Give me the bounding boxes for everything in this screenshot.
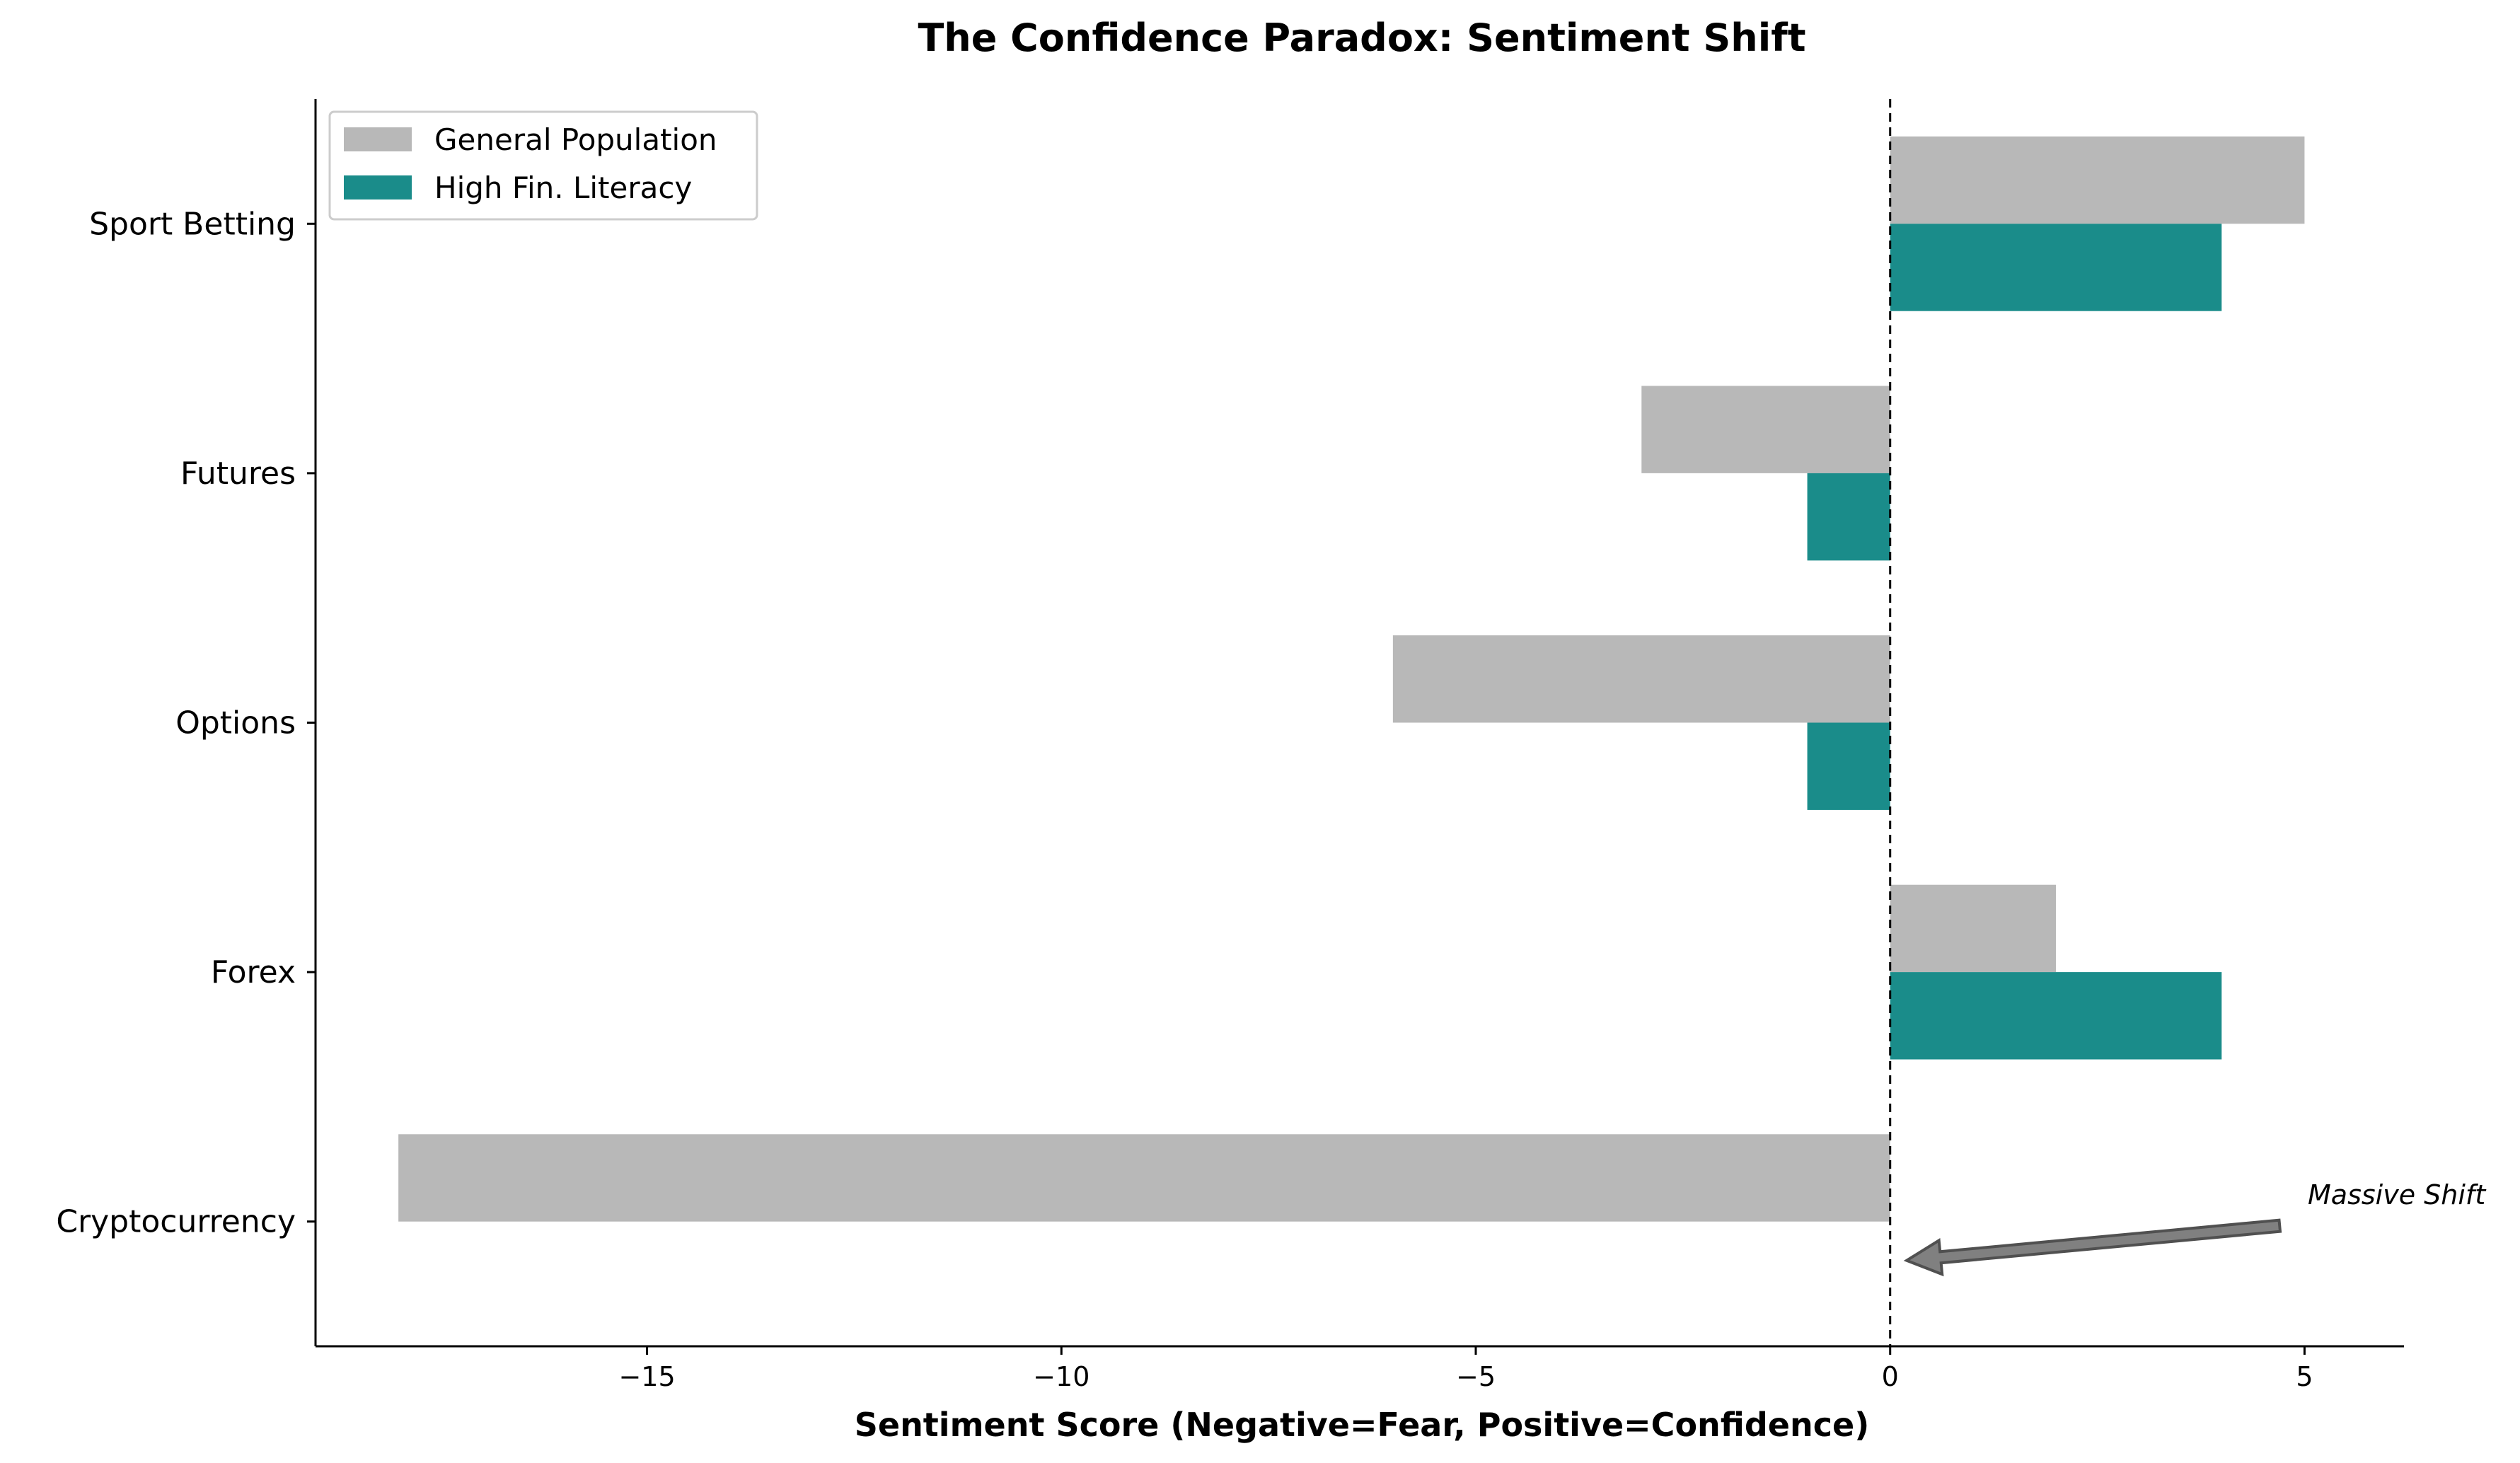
x-tick-label: −5	[1456, 1361, 1496, 1392]
legend-swatch-literacy	[344, 175, 412, 200]
x-axis-label: Sentiment Score (Negative=Fear, Positive…	[855, 1406, 1870, 1444]
y-ticks: Cryptocurrency Forex Options Futures Sport B…	[56, 206, 316, 1240]
annotation-arrow-shape	[1903, 1218, 2282, 1277]
legend: General Population High Fin. Literacy	[328, 110, 758, 221]
x-tick-label: 0	[1882, 1361, 1899, 1392]
legend-swatch-general	[344, 127, 412, 151]
bar-general-forex	[1890, 884, 2056, 973]
legend-label-general: General Population	[434, 122, 717, 157]
bar-general-sport-betting	[1890, 136, 2305, 224]
bar-literacy-futures	[1807, 473, 1890, 561]
y-tick-label: Forex	[211, 954, 296, 990]
annotation: Massive Shift	[1903, 1179, 2487, 1277]
y-tick-label: Sport Betting	[89, 206, 296, 242]
bar-general-futures	[1641, 386, 1890, 473]
bar-literacy-forex	[1890, 972, 2222, 1060]
y-tick-label: Options	[175, 705, 296, 741]
x-tick-label: −10	[1033, 1361, 1090, 1392]
x-tick-label: 5	[2296, 1361, 2313, 1392]
y-tick-label: Cryptocurrency	[56, 1204, 296, 1240]
x-ticks: −15 −10 −5 0 5	[618, 1346, 2313, 1392]
bar-general-options	[1392, 635, 1890, 723]
bars-group	[398, 136, 2305, 1222]
chart-title: The Confidence Paradox: Sentiment Shift	[918, 16, 1805, 60]
y-tick-label: Futures	[180, 456, 296, 492]
bar-literacy-options	[1807, 722, 1890, 810]
bar-literacy-sport-betting	[1890, 224, 2222, 311]
legend-box	[328, 110, 758, 221]
bar-general-cryptocurrency	[398, 1134, 1890, 1222]
x-tick-label: −15	[618, 1361, 675, 1392]
annotation-text: Massive Shift	[2308, 1179, 2487, 1210]
legend-label-literacy: High Fin. Literacy	[434, 170, 692, 205]
